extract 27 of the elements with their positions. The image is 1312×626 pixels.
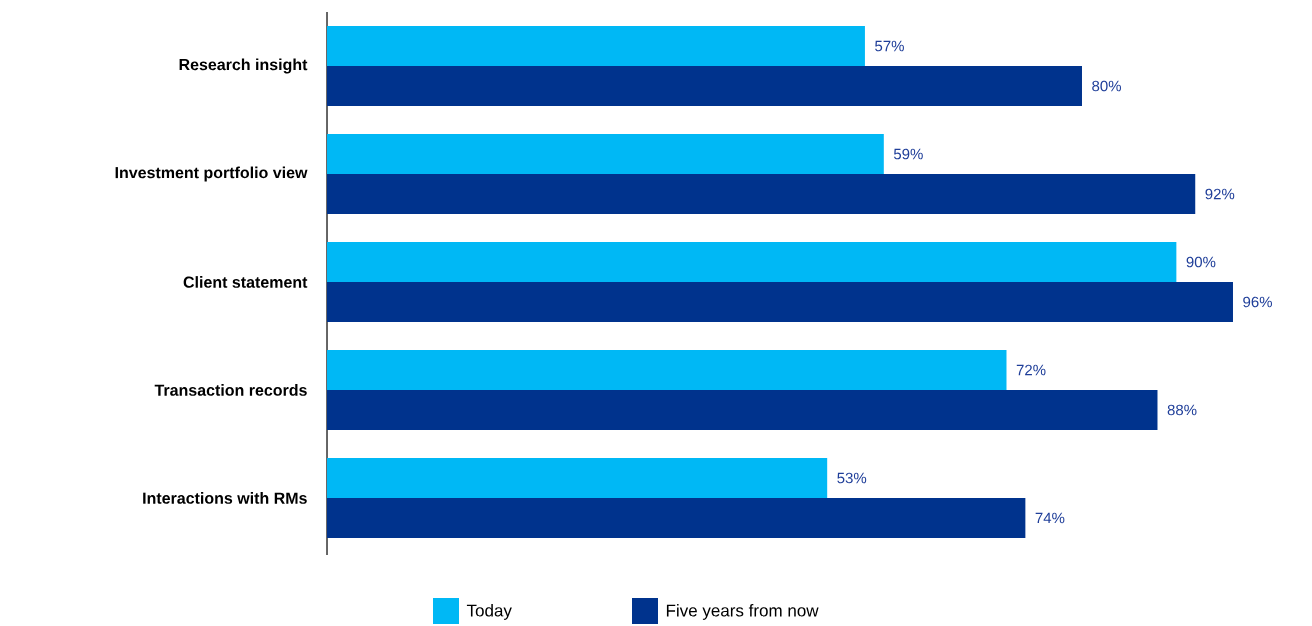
bar <box>327 458 828 498</box>
data-label: 72% <box>1016 364 1046 376</box>
bar <box>327 173 1196 214</box>
y-tick-label: Interactions with RMs <box>143 492 307 504</box>
bar <box>327 350 1007 390</box>
bar <box>327 242 1177 282</box>
bar <box>327 65 1082 106</box>
bar <box>327 281 1233 322</box>
data-label: 53% <box>837 472 867 484</box>
data-label: 57% <box>875 40 904 52</box>
data-label: 59% <box>893 148 923 160</box>
y-tick-label: Investment portfolio view <box>115 166 308 182</box>
data-label: 92% <box>1205 188 1235 200</box>
data-label: 74% <box>1035 512 1065 524</box>
bar <box>327 389 1158 430</box>
y-tick-label: Research insight <box>179 58 308 74</box>
y-tick-label: Transaction records <box>154 384 307 396</box>
data-label: 88% <box>1167 404 1197 416</box>
bar <box>327 26 865 66</box>
y-tick-label: Client statement <box>183 276 308 288</box>
legend-label: Five years from now <box>666 604 819 620</box>
legend-label: Today <box>466 604 512 620</box>
data-label: 96% <box>1243 296 1272 308</box>
data-label: 80% <box>1092 80 1121 92</box>
bar <box>327 497 1026 538</box>
data-label: 90% <box>1186 256 1216 268</box>
bar <box>327 134 884 174</box>
